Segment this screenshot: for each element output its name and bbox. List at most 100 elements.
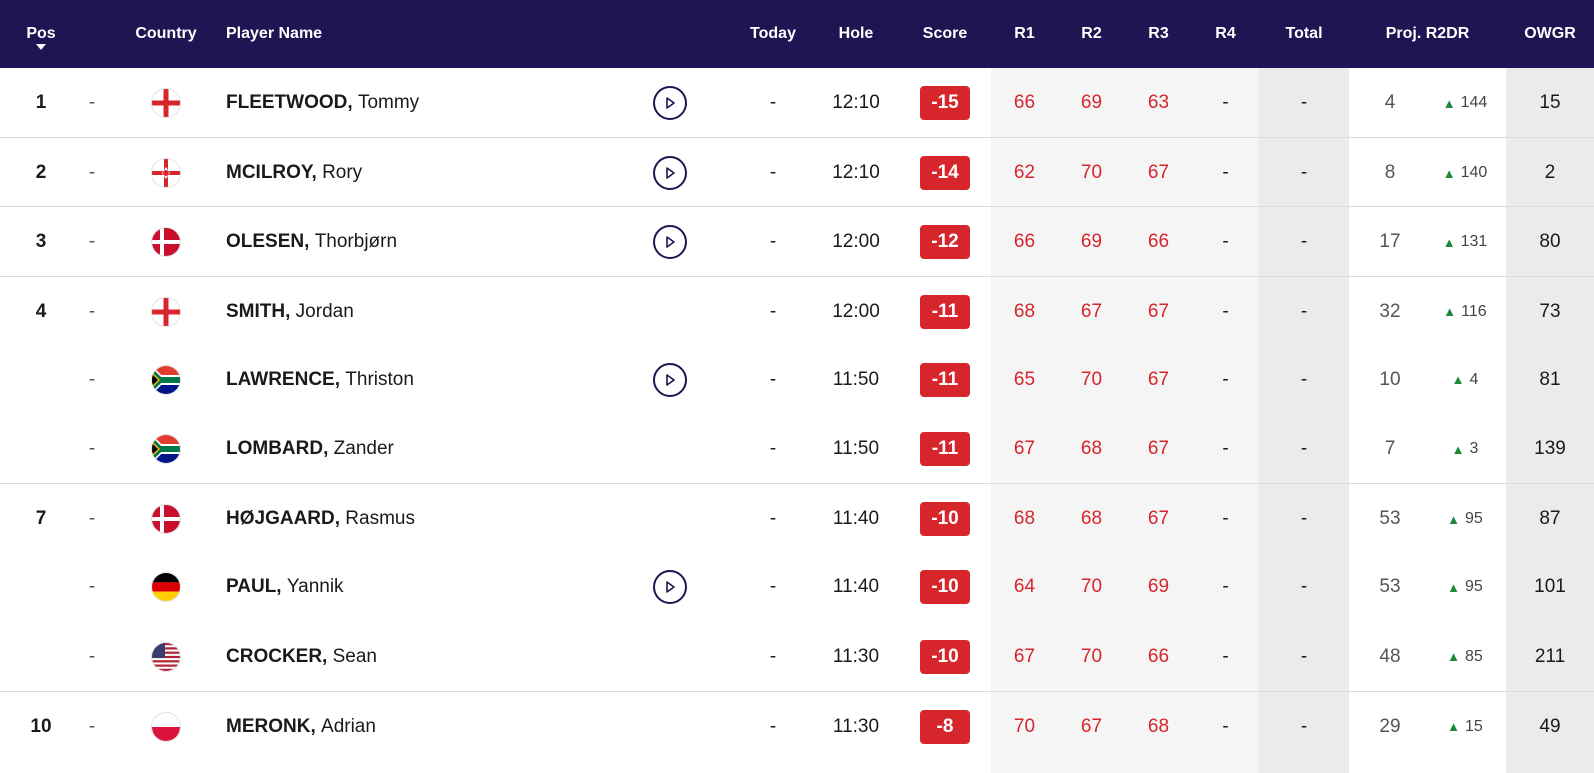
play-video-button[interactable] — [653, 362, 687, 397]
header-r1-label: R1 — [1014, 25, 1035, 42]
player-surname: MCILROY, — [226, 162, 317, 184]
position: 4 — [35, 300, 47, 322]
player-name[interactable]: LOMBARD, Zander — [226, 414, 606, 484]
header-r1[interactable]: R1 — [991, 0, 1058, 68]
header-proj-r2dr[interactable]: Proj. R2DR — [1355, 0, 1500, 68]
table-row[interactable]: - PAUL, Yannik - 11:40 -10 64 70 69 - - … — [0, 552, 1594, 622]
country-flag-cell — [146, 484, 186, 554]
player-name[interactable]: MERONK, Adrian — [226, 692, 606, 762]
header-owgr[interactable]: OWGR — [1506, 0, 1594, 68]
header-score[interactable]: Score — [905, 0, 985, 68]
country-flag-cell — [146, 138, 186, 208]
header-pos[interactable]: Pos — [14, 0, 68, 68]
round-4: - — [1222, 162, 1229, 184]
header-r4[interactable]: R4 — [1192, 0, 1259, 68]
today-score: - — [769, 715, 777, 737]
projected-rank: 48 — [1379, 645, 1401, 667]
up-arrow-icon: ▲ — [1447, 511, 1461, 527]
today-score: - — [769, 438, 777, 459]
header-r3-label: R3 — [1148, 25, 1169, 42]
score-badge: -11 — [920, 362, 970, 397]
england-flag-icon — [152, 297, 180, 326]
play-video-button[interactable] — [653, 156, 687, 191]
round-2: 70 — [1080, 645, 1103, 667]
position: 3 — [35, 231, 47, 253]
owgr: 81 — [1539, 368, 1561, 390]
round-4: - — [1222, 300, 1229, 322]
round-4: - — [1222, 92, 1229, 113]
total-score: -11 — [905, 414, 985, 484]
position: 10 — [30, 715, 52, 737]
table-row[interactable]: 7 - HØJGAARD, Rasmus - 11:40 -10 68 68 6… — [0, 483, 1594, 553]
player-name[interactable]: CROCKER, Sean — [226, 622, 606, 692]
play-icon — [666, 373, 675, 386]
header-r3[interactable]: R3 — [1125, 0, 1192, 68]
header-country[interactable]: Country — [126, 0, 206, 68]
up-arrow-icon: ▲ — [1442, 234, 1456, 250]
hole: 11:40 — [832, 508, 880, 530]
up-arrow-icon: ▲ — [1451, 372, 1465, 388]
player-name[interactable]: MCILROY, Rory — [226, 138, 606, 208]
header-total[interactable]: Total — [1259, 0, 1349, 68]
round-4: - — [1222, 715, 1229, 737]
header-player-name[interactable]: Player Name — [226, 0, 426, 68]
player-name[interactable]: FLEETWOOD, Tommy — [226, 68, 606, 138]
total-score: -11 — [905, 277, 985, 347]
round-1: 67 — [1013, 645, 1036, 667]
player-name[interactable]: SMITH, Jordan — [226, 277, 606, 347]
projected-rank: 4 — [1384, 92, 1396, 113]
table-row[interactable]: - LOMBARD, Zander - 11:50 -11 67 68 67 -… — [0, 414, 1594, 484]
table-row[interactable]: - CROCKER, Sean - 11:30 -10 67 70 66 - -… — [0, 622, 1594, 692]
projected-rank: 10 — [1379, 368, 1401, 390]
player-name[interactable]: LAWRENCE, Thriston — [226, 345, 606, 415]
position: 7 — [35, 508, 47, 530]
round-1: 70 — [1013, 715, 1036, 737]
position-move: - — [88, 508, 96, 530]
country-flag-cell — [146, 692, 186, 762]
player-name[interactable]: OLESEN, Thorbjørn — [226, 207, 606, 277]
up-arrow-icon: ▲ — [1447, 719, 1461, 735]
sort-desc-icon[interactable] — [36, 44, 46, 50]
score-badge: -11 — [920, 432, 970, 466]
total-score: -12 — [905, 207, 985, 277]
header-today[interactable]: Today — [733, 0, 813, 68]
table-row[interactable]: 4 - SMITH, Jordan - 12:00 -11 68 67 67 -… — [0, 275, 1594, 347]
today-score: - — [769, 645, 777, 667]
table-row[interactable]: - LAWRENCE, Thriston - 11:50 -11 65 70 6… — [0, 345, 1594, 415]
video-cell — [645, 414, 695, 484]
score-badge: -10 — [920, 502, 970, 537]
video-cell — [645, 138, 695, 208]
total: - — [1300, 645, 1308, 667]
round-4: - — [1222, 508, 1229, 530]
header-hole[interactable]: Hole — [816, 0, 896, 68]
total-score: -10 — [905, 622, 985, 692]
play-video-button[interactable] — [653, 86, 687, 120]
position: 1 — [35, 92, 47, 113]
table-row[interactable]: 2 - MCILROY, Rory - 12:10 -14 62 70 67 -… — [0, 137, 1594, 207]
play-video-button[interactable] — [653, 225, 687, 260]
up-arrow-icon: ▲ — [1442, 95, 1456, 111]
hole: 11:30 — [832, 645, 880, 667]
header-proj-label: Proj. R2DR — [1385, 25, 1470, 42]
up-arrow-icon: ▲ — [1442, 165, 1456, 181]
round-2: 67 — [1080, 300, 1103, 322]
round-2: 68 — [1080, 508, 1103, 530]
video-cell — [645, 345, 695, 415]
hole: 11:50 — [832, 438, 880, 459]
today-score: - — [769, 162, 777, 184]
player-name[interactable]: HØJGAARD, Rasmus — [226, 484, 606, 554]
table-row[interactable]: 3 - OLESEN, Thorbjørn - 12:00 -12 66 69 … — [0, 206, 1594, 276]
table-row[interactable]: 10 - MERONK, Adrian - 11:30 -8 70 67 68 … — [0, 690, 1594, 762]
player-firstname: Adrian — [321, 715, 376, 737]
header-country-label: Country — [135, 25, 197, 42]
total-score: -10 — [905, 552, 985, 622]
table-row[interactable]: 1 - FLEETWOOD, Tommy - 12:10 -15 66 69 6… — [0, 68, 1594, 138]
player-name[interactable]: PAUL, Yannik — [226, 552, 606, 622]
today-score: - — [769, 92, 777, 113]
round-4: - — [1222, 645, 1229, 667]
round-2: 69 — [1080, 231, 1103, 253]
round-1: 68 — [1013, 300, 1036, 322]
play-video-button[interactable] — [653, 570, 687, 605]
total: - — [1300, 715, 1308, 737]
header-r2[interactable]: R2 — [1058, 0, 1125, 68]
